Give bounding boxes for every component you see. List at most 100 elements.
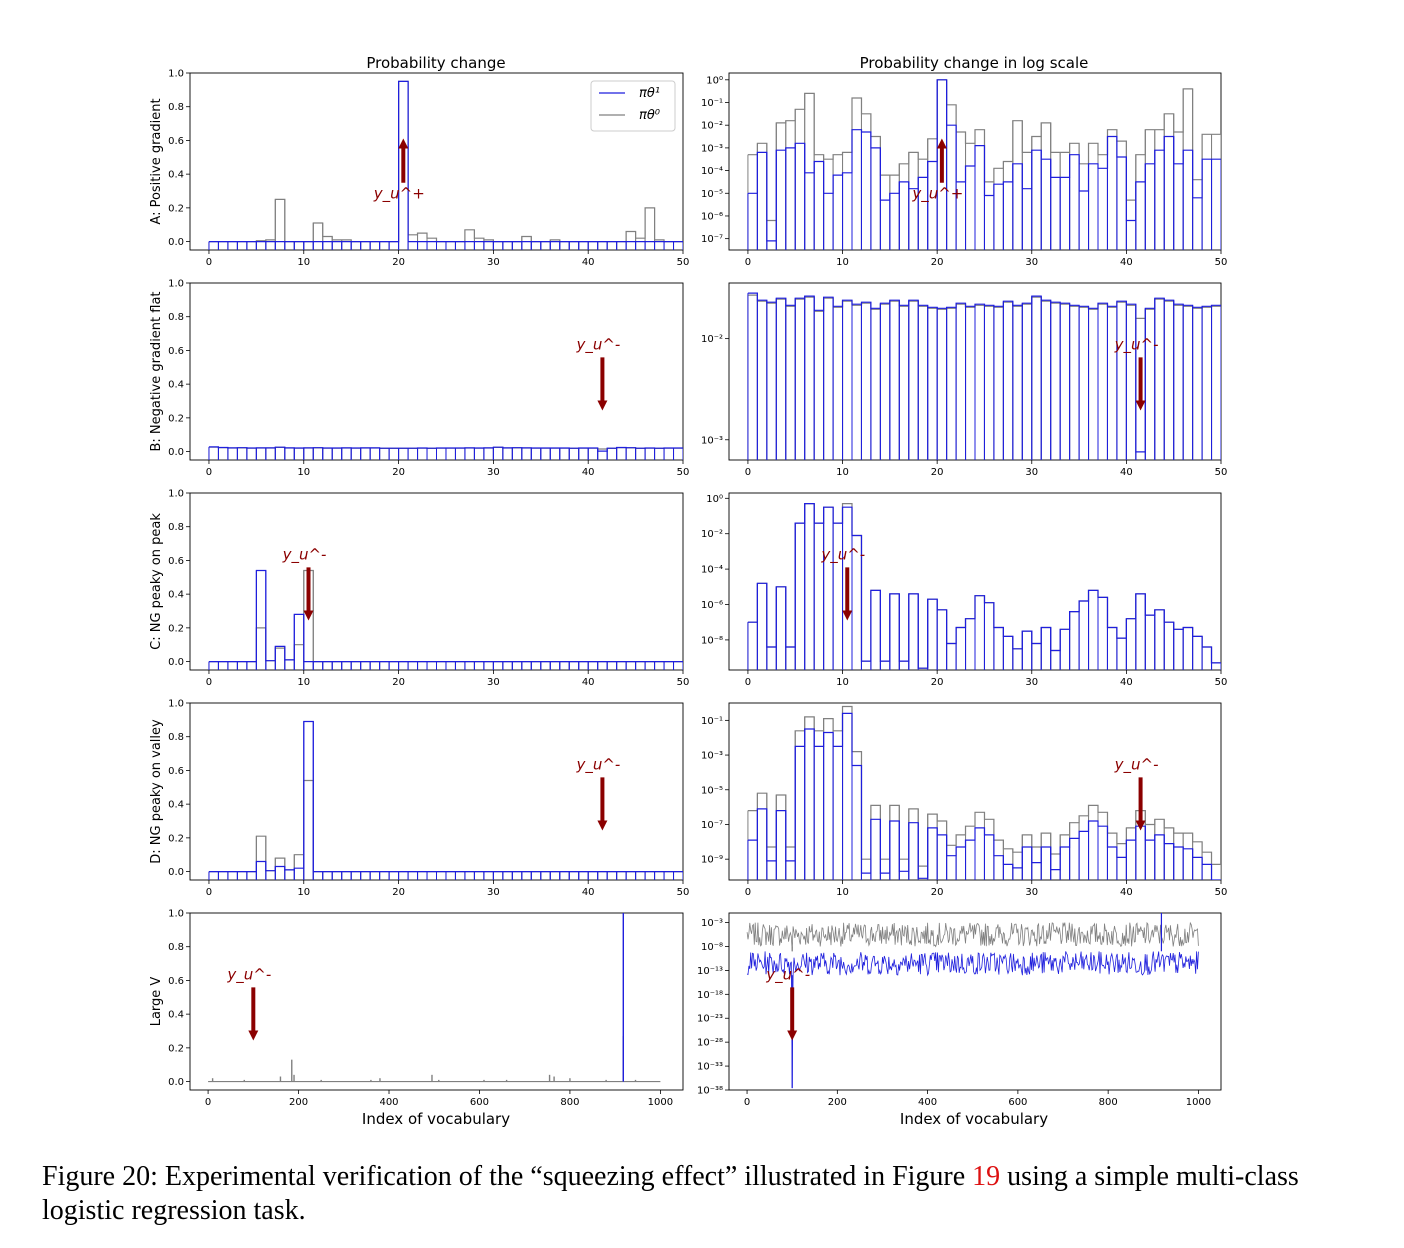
x-tick-label: 50: [677, 467, 690, 478]
y-tick-label: 10⁻²⁸: [697, 1038, 723, 1049]
axes-frame: [189, 492, 684, 671]
x-tick-label: 200: [828, 1097, 847, 1108]
caption-figure-ref[interactable]: 19: [972, 1161, 1001, 1192]
y-tick-label: 10⁻⁴: [701, 565, 723, 576]
x-tick-label: 400: [379, 1097, 398, 1108]
xlabel-right: Index of vocabulary: [900, 1110, 1048, 1128]
axes-frame: [189, 912, 684, 1091]
x-tick-label: 10: [297, 677, 310, 688]
y-tick-label: 0.4: [168, 380, 184, 391]
y-tick-label: 0.2: [168, 1043, 184, 1054]
annotation-arrow-head: [398, 138, 409, 149]
row-label: A: Positive gradient: [149, 98, 164, 224]
noise-line-theta1: [746, 951, 1199, 1089]
annotation-label: y_u^-: [1114, 755, 1159, 774]
annotation-label: y_u^-: [575, 335, 620, 354]
y-tick-label: 0.0: [168, 657, 184, 668]
y-tick-label: 0.4: [168, 800, 184, 811]
row-label: B: Negative gradient flat: [149, 291, 164, 451]
x-tick-label: 600: [470, 1097, 489, 1108]
y-tick-label: 10⁻⁵: [701, 189, 723, 200]
plot-area: [208, 80, 683, 250]
x-tick-label: 10: [297, 887, 310, 898]
y-tick-label: 10⁰: [706, 75, 723, 86]
figure-caption: Figure 20: Experimental verification of …: [42, 1160, 1372, 1228]
x-tick-label: 0: [744, 1097, 750, 1108]
panel-B-linear: 0 10 20 30 40 50 0.0 0.2 0.4 0.6 0.8 1.0 B: Negative…: [149, 279, 689, 479]
annotation-label: y_u^+: [911, 185, 963, 204]
x-tick-label: 1000: [1186, 1097, 1211, 1108]
y-tick-label: 10⁻³: [701, 918, 723, 929]
plot-area: [747, 292, 1221, 460]
x-tick-label: 0: [745, 467, 751, 478]
y-tick-label: 10⁻³: [701, 143, 723, 154]
panel-A-log: 0 10 20 30 40 50 10⁻⁷ 10⁻⁶ 10⁻⁵ 10⁻⁴ 10⁻³ 10⁻² 10⁻¹ 1…: [701, 72, 1228, 268]
panel-B-log: 0 10 20 30 40 50 10⁻³ 10⁻² y_u^-: [701, 282, 1228, 478]
y-tick-label: 0.8: [168, 102, 184, 113]
axes-frame: [728, 912, 1222, 1091]
x-tick-label: 20: [392, 677, 405, 688]
annotation-label: y_u^-: [226, 965, 271, 984]
y-tick-label: 0.6: [168, 556, 184, 567]
x-tick-label: 800: [560, 1097, 579, 1108]
panel-D-linear: 0 10 20 30 40 50 0.0 0.2 0.4 0.6 0.8 1.0 D: NG peaky…: [149, 699, 689, 899]
y-tick-label: 10⁻¹: [701, 716, 723, 727]
y-tick-label: 0.4: [168, 170, 184, 181]
x-tick-label: 50: [1215, 257, 1228, 268]
y-tick-label: 0.6: [168, 766, 184, 777]
caption-text: Figure 20: Experimental verification of …: [42, 1161, 973, 1192]
y-tick-label: 0.2: [168, 623, 184, 634]
annotation-label: y_u^-: [282, 545, 327, 564]
x-tick-label: 10: [297, 257, 310, 268]
y-tick-label: 10⁰: [706, 494, 723, 505]
y-tick-label: 10⁻⁷: [701, 820, 723, 831]
y-tick-label: 0.0: [168, 237, 184, 248]
y-tick-label: 10⁻¹⁸: [697, 990, 723, 1001]
x-tick-label: 200: [289, 1097, 308, 1108]
y-tick-label: 10⁻²: [701, 529, 723, 540]
axes-frame: [189, 702, 684, 881]
y-tick-label: 0.4: [168, 590, 184, 601]
x-tick-label: 30: [1025, 257, 1038, 268]
y-tick-label: 1.0: [168, 279, 184, 290]
x-tick-label: 800: [1099, 1097, 1118, 1108]
y-tick-label: 10⁻²³: [697, 1014, 723, 1025]
y-tick-label: 0.8: [168, 942, 184, 953]
x-tick-label: 40: [1120, 257, 1133, 268]
x-tick-label: 20: [931, 677, 944, 688]
x-tick-label: 40: [1120, 887, 1133, 898]
y-tick-label: 10⁻⁸: [701, 635, 723, 646]
x-tick-label: 40: [582, 887, 595, 898]
series-line-theta0: [209, 569, 683, 663]
x-tick-label: 0: [745, 677, 751, 688]
x-tick-label: 20: [931, 467, 944, 478]
x-tick-label: 10: [836, 467, 849, 478]
y-tick-label: 10⁻⁸: [701, 942, 723, 953]
annotation-label: y_u^-: [765, 965, 810, 984]
plot-area: [208, 913, 661, 1083]
x-tick-label: 50: [1215, 467, 1228, 478]
x-tick-label: 1000: [648, 1097, 673, 1108]
y-tick-label: 0.0: [168, 1077, 184, 1088]
y-tick-label: 0.8: [168, 522, 184, 533]
y-tick-label: 0.6: [168, 346, 184, 357]
panel-C-linear: 0 10 20 30 40 50 0.0 0.2 0.4 0.6 0.8 1.0 C: NG peaky…: [149, 489, 689, 689]
y-tick-label: 10⁻¹³: [697, 966, 723, 977]
legend-label: πθ¹: [639, 86, 660, 101]
x-tick-label: 400: [918, 1097, 937, 1108]
annotation-arrow-head: [597, 820, 608, 831]
x-tick-label: 10: [836, 677, 849, 688]
annotation-arrow-head: [303, 610, 314, 621]
x-tick-label: 0: [205, 1097, 211, 1108]
y-tick-label: 1.0: [168, 489, 184, 500]
panel-E-linear: 0 200 400 600 800 1000 0.0 0.2 0.4 0.6 0.8 1.0 Large…: [149, 909, 684, 1108]
annotation-arrow-head: [787, 1030, 798, 1041]
legend-box: [590, 80, 676, 132]
y-tick-label: 10⁻⁶: [701, 600, 723, 611]
y-tick-label: 0.4: [168, 1010, 184, 1021]
panel-A-linear: 0 10 20 30 40 50 0.0 0.2 0.4 0.6 0.8 1.0 A: Positive…: [149, 69, 689, 269]
annotation-arrow-head: [248, 1030, 259, 1041]
y-tick-label: 1.0: [168, 69, 184, 80]
x-tick-label: 20: [392, 467, 405, 478]
x-tick-label: 10: [836, 887, 849, 898]
